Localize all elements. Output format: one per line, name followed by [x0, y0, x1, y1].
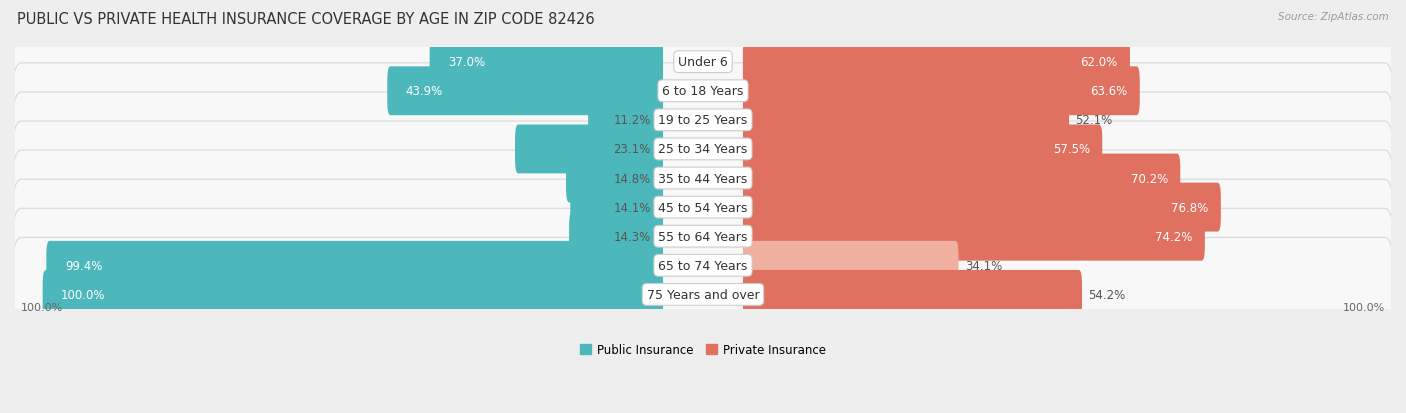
FancyBboxPatch shape — [569, 212, 664, 261]
Text: 45 to 54 Years: 45 to 54 Years — [658, 201, 748, 214]
Text: 100.0%: 100.0% — [60, 288, 105, 301]
FancyBboxPatch shape — [567, 154, 664, 203]
FancyBboxPatch shape — [430, 38, 664, 87]
Text: 35 to 44 Years: 35 to 44 Years — [658, 172, 748, 185]
FancyBboxPatch shape — [742, 125, 1102, 174]
Text: 100.0%: 100.0% — [1343, 303, 1385, 313]
FancyBboxPatch shape — [387, 67, 664, 116]
Text: 76.8%: 76.8% — [1171, 201, 1209, 214]
Text: Under 6: Under 6 — [678, 56, 728, 69]
Text: 52.1%: 52.1% — [1076, 114, 1112, 127]
Text: 23.1%: 23.1% — [613, 143, 651, 156]
Text: 43.9%: 43.9% — [406, 85, 443, 98]
FancyBboxPatch shape — [11, 35, 1395, 148]
FancyBboxPatch shape — [11, 209, 1395, 323]
Text: 14.3%: 14.3% — [613, 230, 651, 243]
Text: 57.5%: 57.5% — [1053, 143, 1090, 156]
Text: 14.1%: 14.1% — [613, 201, 651, 214]
Text: 100.0%: 100.0% — [21, 303, 63, 313]
FancyBboxPatch shape — [11, 6, 1395, 119]
Text: 55 to 64 Years: 55 to 64 Years — [658, 230, 748, 243]
Text: 19 to 25 Years: 19 to 25 Years — [658, 114, 748, 127]
FancyBboxPatch shape — [742, 154, 1180, 203]
FancyBboxPatch shape — [742, 241, 959, 290]
Text: 70.2%: 70.2% — [1130, 172, 1168, 185]
Text: 34.1%: 34.1% — [965, 259, 1002, 272]
FancyBboxPatch shape — [46, 241, 664, 290]
FancyBboxPatch shape — [11, 122, 1395, 235]
FancyBboxPatch shape — [11, 238, 1395, 351]
Text: PUBLIC VS PRIVATE HEALTH INSURANCE COVERAGE BY AGE IN ZIP CODE 82426: PUBLIC VS PRIVATE HEALTH INSURANCE COVER… — [17, 12, 595, 27]
FancyBboxPatch shape — [42, 270, 664, 319]
Text: 14.8%: 14.8% — [613, 172, 651, 185]
FancyBboxPatch shape — [742, 270, 1083, 319]
FancyBboxPatch shape — [11, 93, 1395, 206]
FancyBboxPatch shape — [11, 64, 1395, 178]
FancyBboxPatch shape — [742, 183, 1220, 232]
FancyBboxPatch shape — [515, 125, 664, 174]
Text: 25 to 34 Years: 25 to 34 Years — [658, 143, 748, 156]
Text: 74.2%: 74.2% — [1156, 230, 1192, 243]
FancyBboxPatch shape — [742, 96, 1069, 145]
FancyBboxPatch shape — [588, 96, 664, 145]
Text: 11.2%: 11.2% — [613, 114, 651, 127]
Text: Source: ZipAtlas.com: Source: ZipAtlas.com — [1278, 12, 1389, 22]
FancyBboxPatch shape — [742, 212, 1205, 261]
Text: 75 Years and over: 75 Years and over — [647, 288, 759, 301]
FancyBboxPatch shape — [11, 151, 1395, 264]
Text: 54.2%: 54.2% — [1088, 288, 1125, 301]
Text: 62.0%: 62.0% — [1080, 56, 1118, 69]
Text: 63.6%: 63.6% — [1090, 85, 1128, 98]
Legend: Public Insurance, Private Insurance: Public Insurance, Private Insurance — [575, 338, 831, 361]
Text: 6 to 18 Years: 6 to 18 Years — [662, 85, 744, 98]
Text: 37.0%: 37.0% — [449, 56, 485, 69]
FancyBboxPatch shape — [571, 183, 664, 232]
FancyBboxPatch shape — [742, 38, 1130, 87]
Text: 65 to 74 Years: 65 to 74 Years — [658, 259, 748, 272]
FancyBboxPatch shape — [742, 67, 1140, 116]
FancyBboxPatch shape — [11, 180, 1395, 294]
Text: 99.4%: 99.4% — [65, 259, 103, 272]
